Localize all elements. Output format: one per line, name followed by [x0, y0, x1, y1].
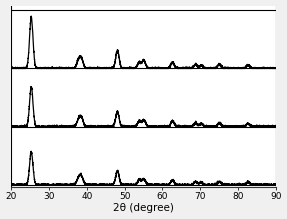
- X-axis label: 2θ (degree): 2θ (degree): [113, 203, 174, 214]
